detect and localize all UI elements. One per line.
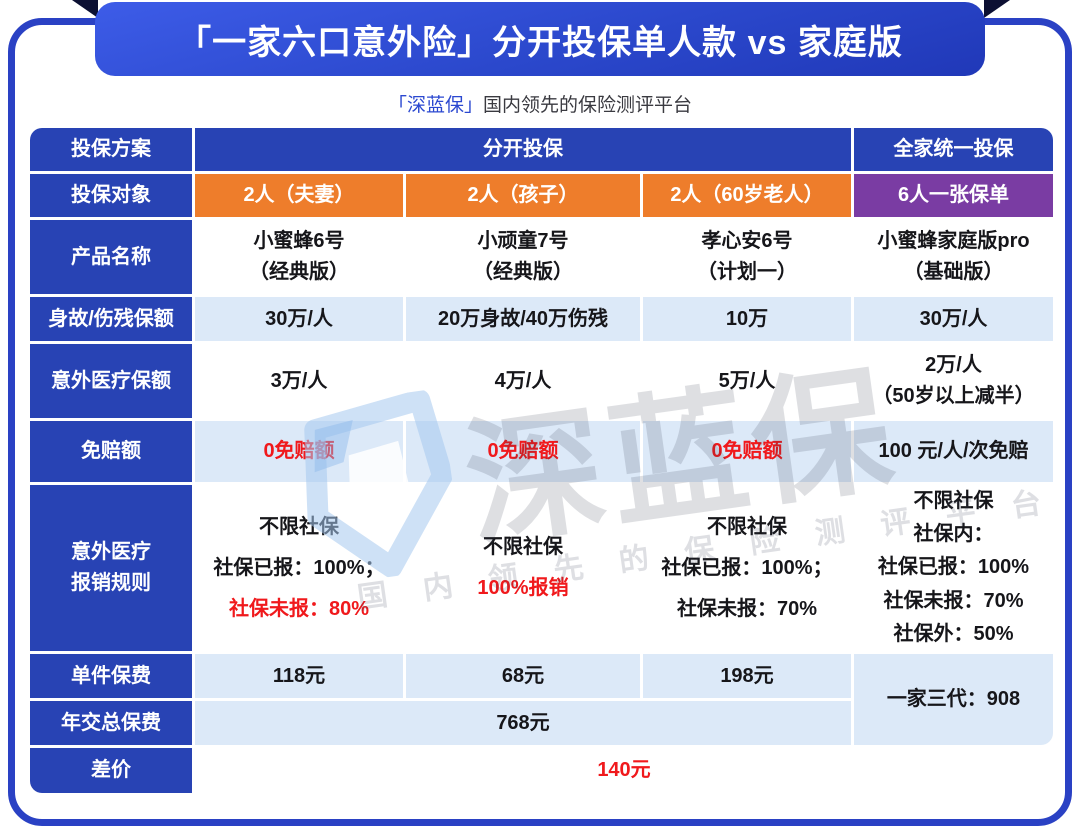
deductible-cell-1: 0免赔额 [195, 421, 403, 482]
product-name: 小蜜蜂家庭版pro [877, 230, 1030, 252]
product-cell-3: 孝心安6号 （计划一） [643, 220, 851, 294]
row-label-reimbursement: 意外医疗 报销规则 [30, 485, 192, 651]
insured-children: 2人（孩子） [406, 174, 640, 217]
product-edition: （基础版） [903, 261, 1004, 283]
medical-cell-3: 5万/人 [643, 344, 851, 418]
reimburse-line: 社保未报：70% [883, 589, 1024, 612]
label-line: 报销规则 [71, 572, 151, 594]
reimburse-line: 社保已报：100%； [213, 556, 385, 579]
page-title: 「一家六口意外险」分开投保单人款 vs 家庭版 [177, 23, 903, 62]
medical-amount: 2万/人 [925, 354, 982, 376]
comparison-table: 投保方案 分开投保 全家统一投保 投保对象 2人（夫妻） 2人（孩子） 2人（6… [30, 128, 1053, 793]
row-label-insured: 投保对象 [30, 174, 192, 217]
row-label-medical: 意外医疗保额 [30, 344, 192, 418]
unit-premium-1: 118元 [195, 654, 403, 698]
medical-note: （50岁以上减半） [872, 385, 1035, 407]
row-label-difference: 差价 [30, 748, 192, 793]
death-cell-4: 30万/人 [854, 297, 1053, 341]
subtitle: 「深蓝保」国内领先的保险测评平台 [0, 90, 1080, 117]
product-cell-4: 小蜜蜂家庭版pro （基础版） [854, 220, 1053, 294]
ribbon-fold-left [72, 0, 98, 18]
difference-cell: 140元 [195, 748, 1053, 793]
deductible-cell-3: 0免赔额 [643, 421, 851, 482]
medical-cell-1: 3万/人 [195, 344, 403, 418]
reimburse-line: 社保未报：70% [676, 597, 818, 620]
row-label-product: 产品名称 [30, 220, 192, 294]
row-label-death-disability: 身故/伤残保额 [30, 297, 192, 341]
row-label-plan: 投保方案 [30, 128, 192, 171]
reimburse-line-highlight: 100%报销 [477, 577, 569, 599]
title-banner: 「一家六口意外险」分开投保单人款 vs 家庭版 [95, 2, 985, 76]
reimburse-line: 不限社保 [483, 536, 563, 558]
header-family-plan: 全家统一投保 [854, 128, 1053, 171]
ribbon-fold-right [984, 0, 1010, 18]
reimburse-line-highlight: 社保未报：80% [228, 597, 370, 620]
product-edition: （计划一） [697, 261, 797, 283]
annual-total-cell: 768元 [195, 701, 851, 745]
reimburse-line: 不限社保 [707, 515, 787, 538]
reimburse-line: 社保已报：100% [877, 556, 1030, 579]
product-cell-2: 小顽童7号 （经典版） [406, 220, 640, 294]
unit-premium-2: 68元 [406, 654, 640, 698]
label-line: 意外医疗 [71, 541, 151, 563]
insured-elderly: 2人（60岁老人） [643, 174, 851, 217]
reimburse-line: 社保内： [913, 523, 994, 546]
brand-name: 「深蓝保」 [387, 95, 483, 116]
header-split-plan: 分开投保 [195, 128, 851, 171]
product-edition: （经典版） [249, 261, 349, 283]
family-total-premium: 一家三代：908 [854, 654, 1053, 745]
product-edition: （经典版） [473, 261, 573, 283]
reimburse-line: 社保已报：100%； [661, 556, 833, 579]
death-cell-1: 30万/人 [195, 297, 403, 341]
reimburse-cell-2: 不限社保 100%报销 [406, 485, 640, 651]
insured-couple: 2人（夫妻） [195, 174, 403, 217]
reimburse-cell-1: 不限社保 社保已报：100%； 社保未报：80% [195, 485, 403, 651]
medical-cell-2: 4万/人 [406, 344, 640, 418]
reimburse-line: 不限社保 [259, 515, 339, 538]
unit-premium-3: 198元 [643, 654, 851, 698]
row-label-deductible: 免赔额 [30, 421, 192, 482]
insured-family: 6人一张保单 [854, 174, 1053, 217]
product-cell-1: 小蜜蜂6号 （经典版） [195, 220, 403, 294]
reimburse-line: 社保外：50% [893, 622, 1014, 645]
product-name: 小顽童7号 [477, 230, 569, 252]
subtitle-text: 国内领先的保险测评平台 [483, 95, 693, 116]
row-label-unit-premium: 单件保费 [30, 654, 192, 698]
reimburse-line: 不限社保 [913, 490, 994, 513]
product-name: 孝心安6号 [701, 230, 793, 252]
row-label-annual-total: 年交总保费 [30, 701, 192, 745]
deductible-cell-2: 0免赔额 [406, 421, 640, 482]
deductible-cell-4: 100 元/人/次免赔 [854, 421, 1053, 482]
death-cell-2: 20万身故/40万伤残 [406, 297, 640, 341]
medical-cell-4: 2万/人 （50岁以上减半） [854, 344, 1053, 418]
product-name: 小蜜蜂6号 [253, 230, 345, 252]
death-cell-3: 10万 [643, 297, 851, 341]
reimburse-cell-4: 不限社保 社保内： 社保已报：100% 社保未报：70% 社保外：50% [854, 485, 1053, 651]
reimburse-cell-3: 不限社保 社保已报：100%； 社保未报：70% [643, 485, 851, 651]
